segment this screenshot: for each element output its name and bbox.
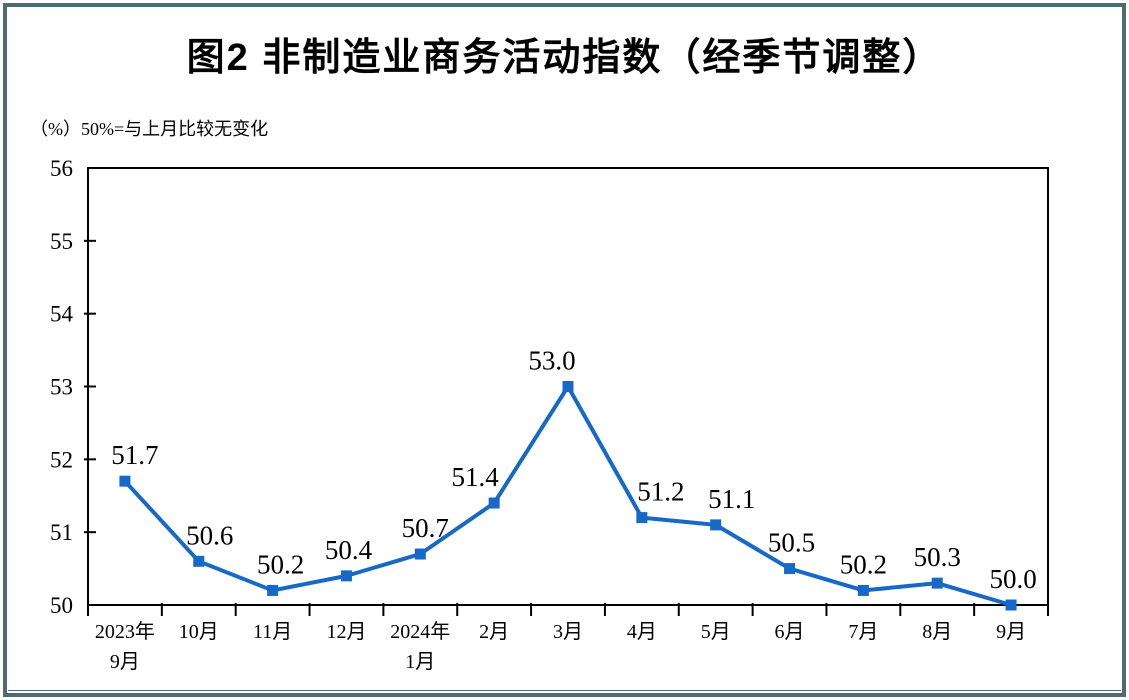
axis-unit-note: （%）50%=与上月比较无变化: [30, 119, 269, 139]
data-point-label: 50.0: [989, 564, 1036, 594]
data-point-label: 53.0: [528, 346, 575, 376]
x-axis-category-label: 11月: [253, 621, 292, 643]
data-point-label: 51.2: [637, 477, 684, 507]
x-axis-category-label: 4月: [627, 621, 657, 643]
data-point-marker: [931, 577, 943, 589]
y-axis-tick-label: 50: [50, 593, 73, 618]
data-point-label: 51.4: [452, 462, 500, 492]
data-point-marker: [857, 584, 869, 596]
data-point-marker: [488, 497, 500, 509]
x-axis-category-label: 2024年: [390, 620, 450, 643]
x-axis-category-label: 8月: [922, 621, 952, 643]
x-axis-category-label: 12月: [326, 621, 366, 643]
page-border-bottom-hairline: [8, 690, 1121, 691]
y-axis-tick-label: 52: [50, 447, 73, 472]
plot-border: [87, 167, 1049, 606]
data-point-marker: [710, 519, 722, 531]
data-point-label: 51.1: [708, 484, 755, 514]
x-axis-category-label: 9月: [110, 651, 140, 673]
x-axis-category-label: 6月: [775, 621, 805, 643]
x-axis-category-label: 10月: [179, 621, 219, 643]
x-axis-category-label: 7月: [848, 621, 878, 643]
data-point-marker: [1005, 599, 1017, 611]
data-point-marker: [784, 563, 796, 575]
y-axis-tick-label: 53: [50, 375, 73, 400]
data-point-label: 50.2: [257, 549, 304, 579]
data-point-label: 51.7: [111, 440, 158, 470]
data-point-label: 50.7: [402, 513, 449, 543]
data-point-label: 50.6: [186, 520, 233, 550]
data-point-marker: [414, 548, 426, 560]
x-axis-category-label: 2月: [479, 621, 509, 643]
data-point-marker: [119, 475, 131, 487]
data-point-label: 50.3: [914, 542, 961, 572]
x-axis-category-label: 3月: [553, 621, 583, 643]
x-axis-category-label: 1月: [405, 651, 435, 673]
y-axis-tick-label: 55: [50, 229, 73, 254]
x-axis-category-label: 9月: [996, 621, 1026, 643]
x-axis-category-label: 2023年: [95, 620, 155, 643]
data-point-label: 50.4: [325, 535, 373, 565]
y-axis-tick-label: 51: [50, 520, 73, 545]
y-axis-tick-label: 56: [50, 156, 73, 181]
data-point-marker: [193, 555, 205, 567]
chart-title: 图2 非制造业商务活动指数（经季节调整）: [186, 37, 943, 79]
data-point-marker: [636, 512, 648, 524]
data-point-label: 50.2: [840, 549, 887, 579]
data-point-label: 50.5: [768, 528, 815, 558]
x-axis-category-label: 5月: [701, 621, 731, 643]
y-axis-tick-label: 54: [50, 302, 74, 327]
data-point-marker: [267, 584, 279, 596]
data-point-marker: [340, 570, 352, 582]
data-point-marker: [562, 381, 574, 392]
